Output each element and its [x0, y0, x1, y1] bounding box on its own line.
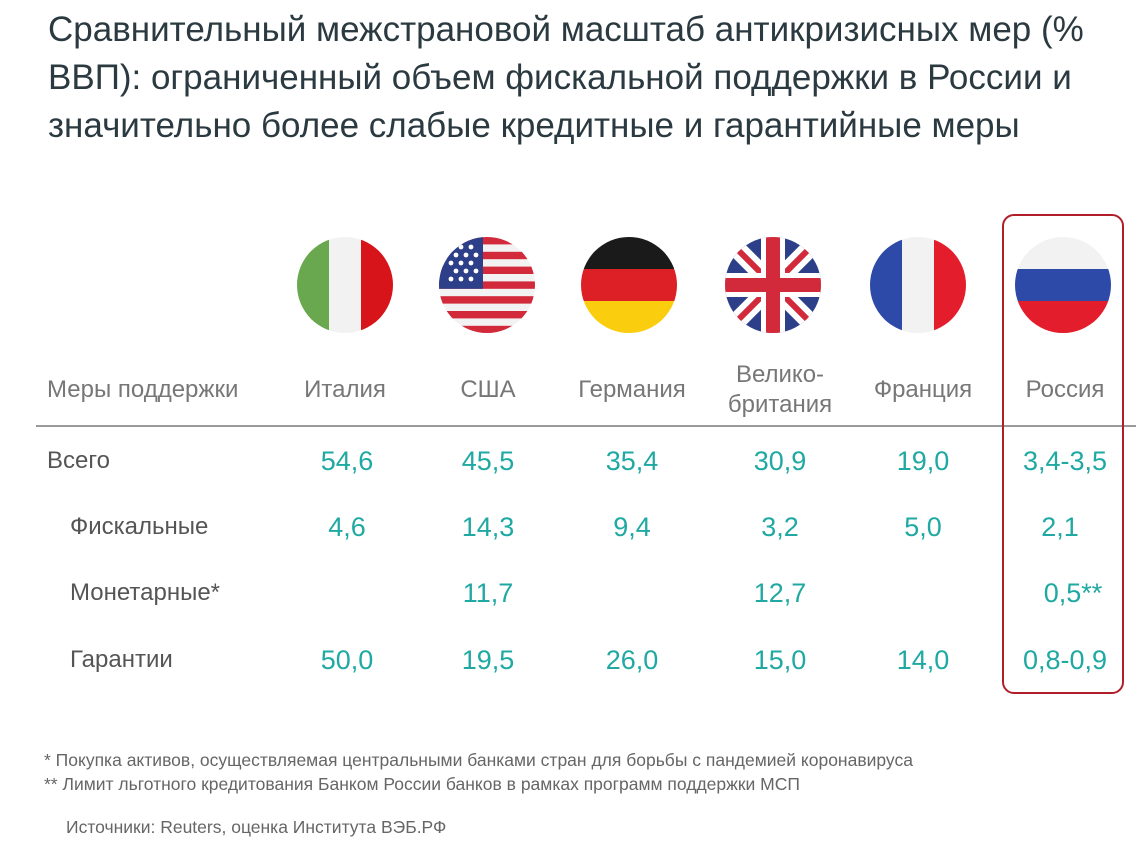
row-label-total: Всего	[47, 447, 110, 474]
country-name: США	[460, 376, 516, 403]
table-cell: 0,5**	[1043, 578, 1103, 608]
table-cell: 45,5	[461, 446, 515, 476]
header-country-france: Франция	[848, 375, 998, 405]
country-name: Италия	[304, 376, 386, 403]
table-cell: 3,4-3,5	[1022, 446, 1108, 476]
row-label-monetary: Монетарные*	[70, 579, 221, 606]
row-label-fiscal: Фискальные	[70, 513, 209, 540]
usa-flag-icon	[439, 237, 535, 333]
country-name-line1: Велико-	[735, 361, 825, 388]
table-cell: 19,0	[896, 446, 950, 476]
header-support-measures: Меры поддержки	[47, 376, 239, 403]
table-cell: 50,0	[320, 645, 374, 675]
footnote-asset-purchases: * Покупка активов, осуществляемая центра…	[44, 750, 913, 770]
table-cell: 9,4	[613, 512, 651, 542]
header-divider	[36, 425, 1136, 427]
table-cell: 26,0	[605, 645, 659, 675]
header-country-usa: США	[413, 375, 563, 405]
table-cell: 3,2	[761, 512, 799, 542]
italy-flag-icon	[297, 237, 393, 333]
russia-highlight-box	[1002, 214, 1124, 694]
table-cell: 11,7	[462, 578, 514, 608]
table-cell: 14,3	[461, 512, 515, 542]
table-cell: 15,0	[753, 645, 807, 675]
table-cell: 4,6	[328, 512, 366, 542]
table-cell: 35,4	[605, 446, 659, 476]
footnote-credit-limit: ** Лимит льготного кредитования Банком Р…	[44, 774, 800, 794]
header-country-italy: Италия	[270, 375, 420, 405]
header-country-russia: Россия	[990, 375, 1136, 405]
table-cell: 5,0	[904, 512, 942, 542]
header-country-germany: Германия	[557, 375, 707, 405]
row-label-guarantees: Гарантии	[70, 646, 173, 673]
table-cell: 54,6	[320, 446, 374, 476]
sources-line: Источники: Reuters, оценка Института ВЭБ…	[66, 817, 447, 837]
table-cell: 0,8-0,9	[1022, 645, 1108, 675]
table-cell: 30,9	[753, 446, 807, 476]
page-title: Сравнительный межстрановой масштаб антик…	[48, 10, 1084, 145]
france-flag-icon	[870, 237, 966, 333]
table-cell: 14,0	[896, 645, 950, 675]
table-cell: 12,7	[753, 578, 807, 608]
table-cell: 2,1	[1041, 512, 1079, 542]
uk-flag-icon	[725, 237, 821, 333]
country-name: Германия	[578, 376, 686, 403]
country-name: Франция	[873, 376, 973, 403]
germany-flag-icon	[581, 237, 677, 333]
header-country-uk: Велико- британия	[705, 360, 855, 420]
country-name: Россия	[1025, 376, 1105, 403]
table-cell: 19,5	[461, 645, 515, 675]
country-name-line2: британия	[727, 391, 833, 418]
